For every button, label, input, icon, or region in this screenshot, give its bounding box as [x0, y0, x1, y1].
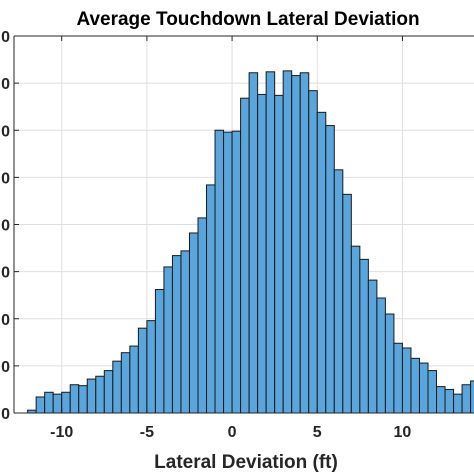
histogram-bar	[427, 370, 438, 414]
histogram-bar	[470, 380, 474, 414]
histogram-bar	[257, 93, 267, 414]
histogram-bar	[223, 131, 233, 414]
histogram-bar	[86, 378, 97, 414]
histogram-bar	[453, 393, 463, 414]
histogram-bar	[350, 245, 361, 414]
y-tick-label: 0	[1, 406, 10, 423]
histogram-bar	[146, 320, 156, 414]
histogram-bar	[95, 375, 105, 414]
x-tick-label: 5	[313, 424, 322, 441]
histogram-bar	[171, 255, 182, 414]
histogram-bar	[401, 347, 412, 414]
histogram-bar	[231, 130, 242, 414]
histogram-bar	[291, 75, 301, 414]
histogram-bar	[137, 327, 148, 414]
histogram-bar	[436, 386, 446, 414]
histogram-bar	[384, 313, 395, 414]
histogram-bar	[367, 279, 378, 414]
histogram-bar	[78, 385, 88, 414]
histogram-bar	[461, 384, 472, 414]
histogram-bar	[214, 129, 225, 414]
histogram-bar	[120, 352, 131, 414]
histogram-bar	[376, 297, 386, 414]
x-tick-labels: -10 -5 0 5 10	[50, 424, 411, 441]
histogram-bar	[180, 250, 190, 414]
y-tick-labels: 0 0 0 0 0 0 0 0 0	[1, 29, 10, 423]
histogram-bar	[197, 217, 208, 414]
histogram-bar	[282, 70, 293, 414]
histogram-bar	[359, 258, 369, 414]
y-tick-label: 0	[1, 218, 10, 235]
histogram-bar	[410, 357, 420, 414]
histogram-bar	[333, 169, 344, 414]
histogram-bar	[129, 345, 139, 414]
histogram-bar	[69, 384, 80, 414]
histogram-bar	[418, 362, 429, 414]
histogram-bar	[52, 393, 63, 414]
histogram-bar	[248, 72, 259, 414]
histogram-bar	[240, 97, 250, 414]
histogram-bar	[61, 391, 71, 414]
y-tick-label: 0	[1, 359, 10, 376]
histogram-bar	[444, 388, 455, 414]
histogram-bar	[316, 111, 327, 414]
histogram-bar	[112, 360, 122, 414]
histogram-bar	[206, 184, 216, 414]
histogram-bar	[299, 72, 310, 414]
histogram-bars	[27, 70, 474, 414]
histogram-bar	[163, 266, 173, 414]
histogram-bar	[265, 71, 276, 414]
x-tick-label: -10	[50, 424, 73, 441]
histogram-bar	[274, 94, 284, 414]
y-tick-label: 0	[1, 123, 10, 140]
y-tick-label: 0	[1, 76, 10, 93]
histogram-bar	[325, 125, 335, 414]
plot-axes	[13, 35, 474, 414]
x-tick-label: 0	[228, 424, 237, 441]
chart-title: Average Touchdown Lateral Deviation	[76, 9, 419, 30]
histogram-bar	[44, 391, 54, 414]
y-tick-label: 0	[1, 29, 10, 46]
histogram-bar	[308, 90, 318, 414]
histogram-bar	[35, 396, 46, 414]
histogram-bar	[188, 232, 199, 414]
histogram-bar	[154, 289, 165, 414]
y-tick-label: 0	[1, 312, 10, 329]
y-tick-label: 0	[1, 170, 10, 187]
x-axis-label: Lateral Deviation (ft)	[154, 452, 338, 473]
histogram-bar	[342, 193, 352, 414]
histogram-bar	[103, 370, 114, 414]
y-tick-label: 0	[1, 265, 10, 282]
x-tick-label: -5	[140, 424, 154, 441]
histogram-bar	[393, 342, 403, 414]
x-tick-label: 10	[394, 424, 412, 441]
